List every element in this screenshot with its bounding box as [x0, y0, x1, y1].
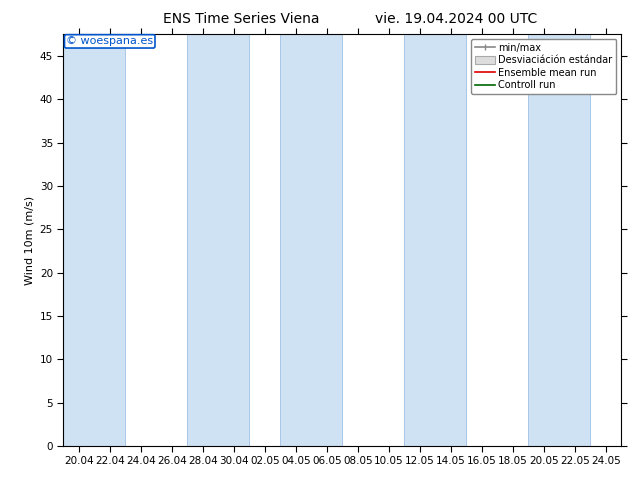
Y-axis label: Wind 10m (m/s): Wind 10m (m/s) [24, 196, 34, 285]
Legend: min/max, Desviaciáción estándar, Ensemble mean run, Controll run: min/max, Desviaciáción estándar, Ensembl… [471, 39, 616, 94]
Bar [528, 34, 590, 446]
Bar [188, 34, 249, 446]
Text: vie. 19.04.2024 00 UTC: vie. 19.04.2024 00 UTC [375, 12, 538, 26]
Text: © woespana.es: © woespana.es [66, 36, 153, 47]
Bar [404, 34, 467, 446]
Text: ENS Time Series Viena: ENS Time Series Viena [163, 12, 319, 26]
Bar [280, 34, 342, 446]
Bar [63, 34, 126, 446]
